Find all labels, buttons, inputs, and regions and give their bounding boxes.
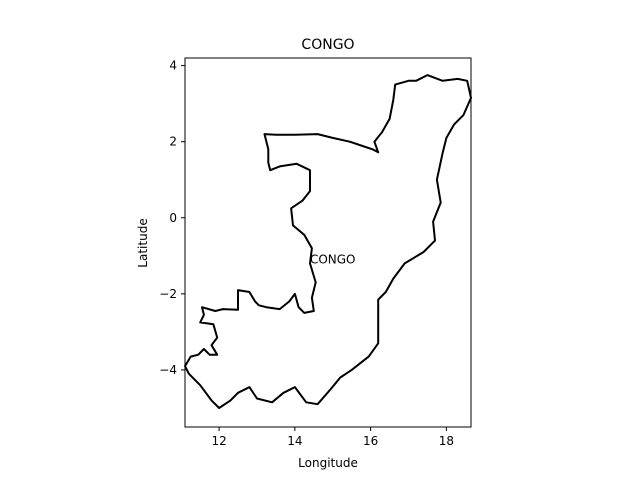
y-axis: 4 2 0 −2 −4 (159, 59, 185, 377)
x-tick-label: 16 (363, 434, 378, 448)
y-tick-label: 2 (169, 135, 177, 149)
chart-title: CONGO (301, 37, 354, 53)
x-axis-label: Longitude (298, 456, 358, 470)
y-tick-label: −4 (159, 363, 177, 377)
x-tick-label: 12 (211, 434, 226, 448)
country-outline (184, 74, 472, 409)
y-tick-label: −2 (159, 287, 177, 301)
x-tick-label: 14 (287, 434, 302, 448)
plot-frame (184, 57, 472, 428)
x-tick-label: 18 (439, 434, 454, 448)
y-axis-label: Latitude (136, 218, 150, 267)
region-label: CONGO (310, 253, 356, 267)
y-tick-label: 0 (169, 211, 177, 225)
x-axis: 12 14 16 18 (211, 427, 454, 448)
y-tick-label: 4 (169, 59, 177, 73)
